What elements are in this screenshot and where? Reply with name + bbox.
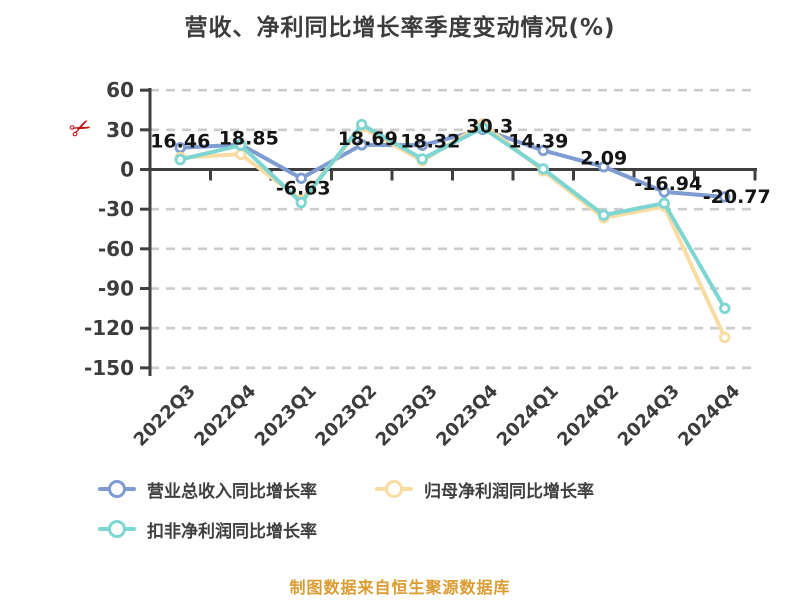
data-point-label: 2.09 xyxy=(580,148,627,170)
x-axis-label: 2023Q1 xyxy=(251,381,321,451)
y-axis-label: -90 xyxy=(98,277,134,301)
data-point xyxy=(537,144,549,157)
net-profit-legend-marker-icon xyxy=(375,480,413,498)
x-axis-label: 2023Q3 xyxy=(372,381,442,451)
data-point xyxy=(295,196,307,209)
legend-item-net-profit: 归母净利润同比增长率 xyxy=(375,476,594,502)
revenue-legend-marker-icon xyxy=(98,480,136,498)
chart-title: 营收、净利同比增长率季度变动情况(%) xyxy=(184,15,616,41)
legend-label-net-profit: 归母净利润同比增长率 xyxy=(424,481,594,502)
data-point-label: 18.85 xyxy=(219,128,279,150)
data-point xyxy=(477,122,489,134)
data-point-label: 16.46 xyxy=(150,131,210,153)
x-axis-label: 2024Q3 xyxy=(614,381,684,451)
data-point-label: -20.77 xyxy=(703,186,771,208)
x-axis-label: 2023Q2 xyxy=(311,381,381,451)
x-axis-label: 2022Q4 xyxy=(190,381,260,451)
data-source-note: 制图数据来自恒生聚源数据库 xyxy=(289,578,511,597)
data-point xyxy=(598,209,610,221)
data-point xyxy=(356,118,368,131)
data-point-label: -6.63 xyxy=(276,177,331,199)
y-axis-label: -150 xyxy=(84,356,134,380)
y-axis-label: -60 xyxy=(98,237,134,261)
legend-label-revenue: 营业总收入同比增长率 xyxy=(147,481,317,502)
data-point xyxy=(356,139,368,151)
data-point xyxy=(416,153,428,165)
data-point-label: 18.32 xyxy=(400,130,460,152)
y-axis-label: 30 xyxy=(106,118,134,142)
x-axis-label: 2024Q1 xyxy=(493,381,563,451)
x-axis-label: 2022Q3 xyxy=(130,381,200,451)
data-point xyxy=(719,331,731,344)
legend-label-deducted-net-profit: 扣非净利润同比增长率 xyxy=(147,521,317,542)
data-point-label: 18.69 xyxy=(338,128,398,150)
data-point-label: 14.39 xyxy=(508,130,568,152)
legend-item-deducted-net-profit: 扣非净利润同比增长率 xyxy=(98,516,758,542)
data-point xyxy=(658,186,670,198)
legend-item-revenue: 营业总收入同比增长率 xyxy=(98,476,317,502)
y-axis-label: -30 xyxy=(98,197,134,221)
data-point xyxy=(658,197,670,209)
data-point xyxy=(235,148,247,160)
data-point xyxy=(598,161,610,173)
series-line-0 xyxy=(178,127,727,199)
data-point xyxy=(235,139,247,151)
x-axis-label: 2023Q4 xyxy=(432,381,502,451)
deducted-net-profit-legend-marker-icon xyxy=(98,520,136,538)
data-point xyxy=(295,172,307,184)
data-point xyxy=(416,139,428,151)
data-point-label: 30.3 xyxy=(466,115,513,137)
chart-legend: 营业总收入同比增长率 归母净利润同比增长率 扣非净利润同比增长率 xyxy=(98,476,758,542)
data-point xyxy=(719,302,731,315)
y-axis-label: 0 xyxy=(120,158,134,182)
x-axis-label: 2024Q4 xyxy=(674,381,744,451)
y-axis-label: 60 xyxy=(106,78,134,102)
data-point xyxy=(537,163,549,175)
y-axis-label: -120 xyxy=(84,316,134,340)
series-line-2 xyxy=(178,122,727,311)
data-point-label: -16.94 xyxy=(634,173,702,195)
data-point xyxy=(719,191,731,203)
x-axis-label: 2024Q2 xyxy=(553,381,623,451)
data-point xyxy=(174,153,186,166)
